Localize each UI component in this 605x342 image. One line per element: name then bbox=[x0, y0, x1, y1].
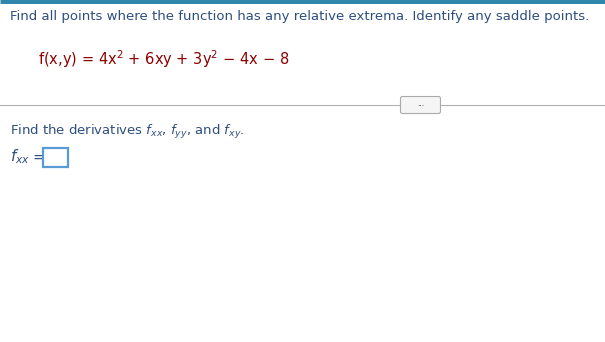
Text: $f_{xx}$: $f_{xx}$ bbox=[10, 148, 30, 166]
Text: Find the derivatives $f_{xx}$, $f_{yy}$, and $f_{xy}$.: Find the derivatives $f_{xx}$, $f_{yy}$,… bbox=[10, 123, 244, 141]
Text: ⋅⋅⋅: ⋅⋅⋅ bbox=[417, 101, 424, 109]
FancyBboxPatch shape bbox=[43, 147, 68, 167]
Text: Find all points where the function has any relative extrema. Identify any saddle: Find all points where the function has a… bbox=[10, 10, 589, 23]
FancyBboxPatch shape bbox=[401, 96, 440, 114]
Text: =: = bbox=[32, 149, 45, 165]
Text: f(x,y) = 4x$^{2}$ + 6xy + 3y$^{2}$ − 4x − 8: f(x,y) = 4x$^{2}$ + 6xy + 3y$^{2}$ − 4x … bbox=[38, 48, 289, 70]
